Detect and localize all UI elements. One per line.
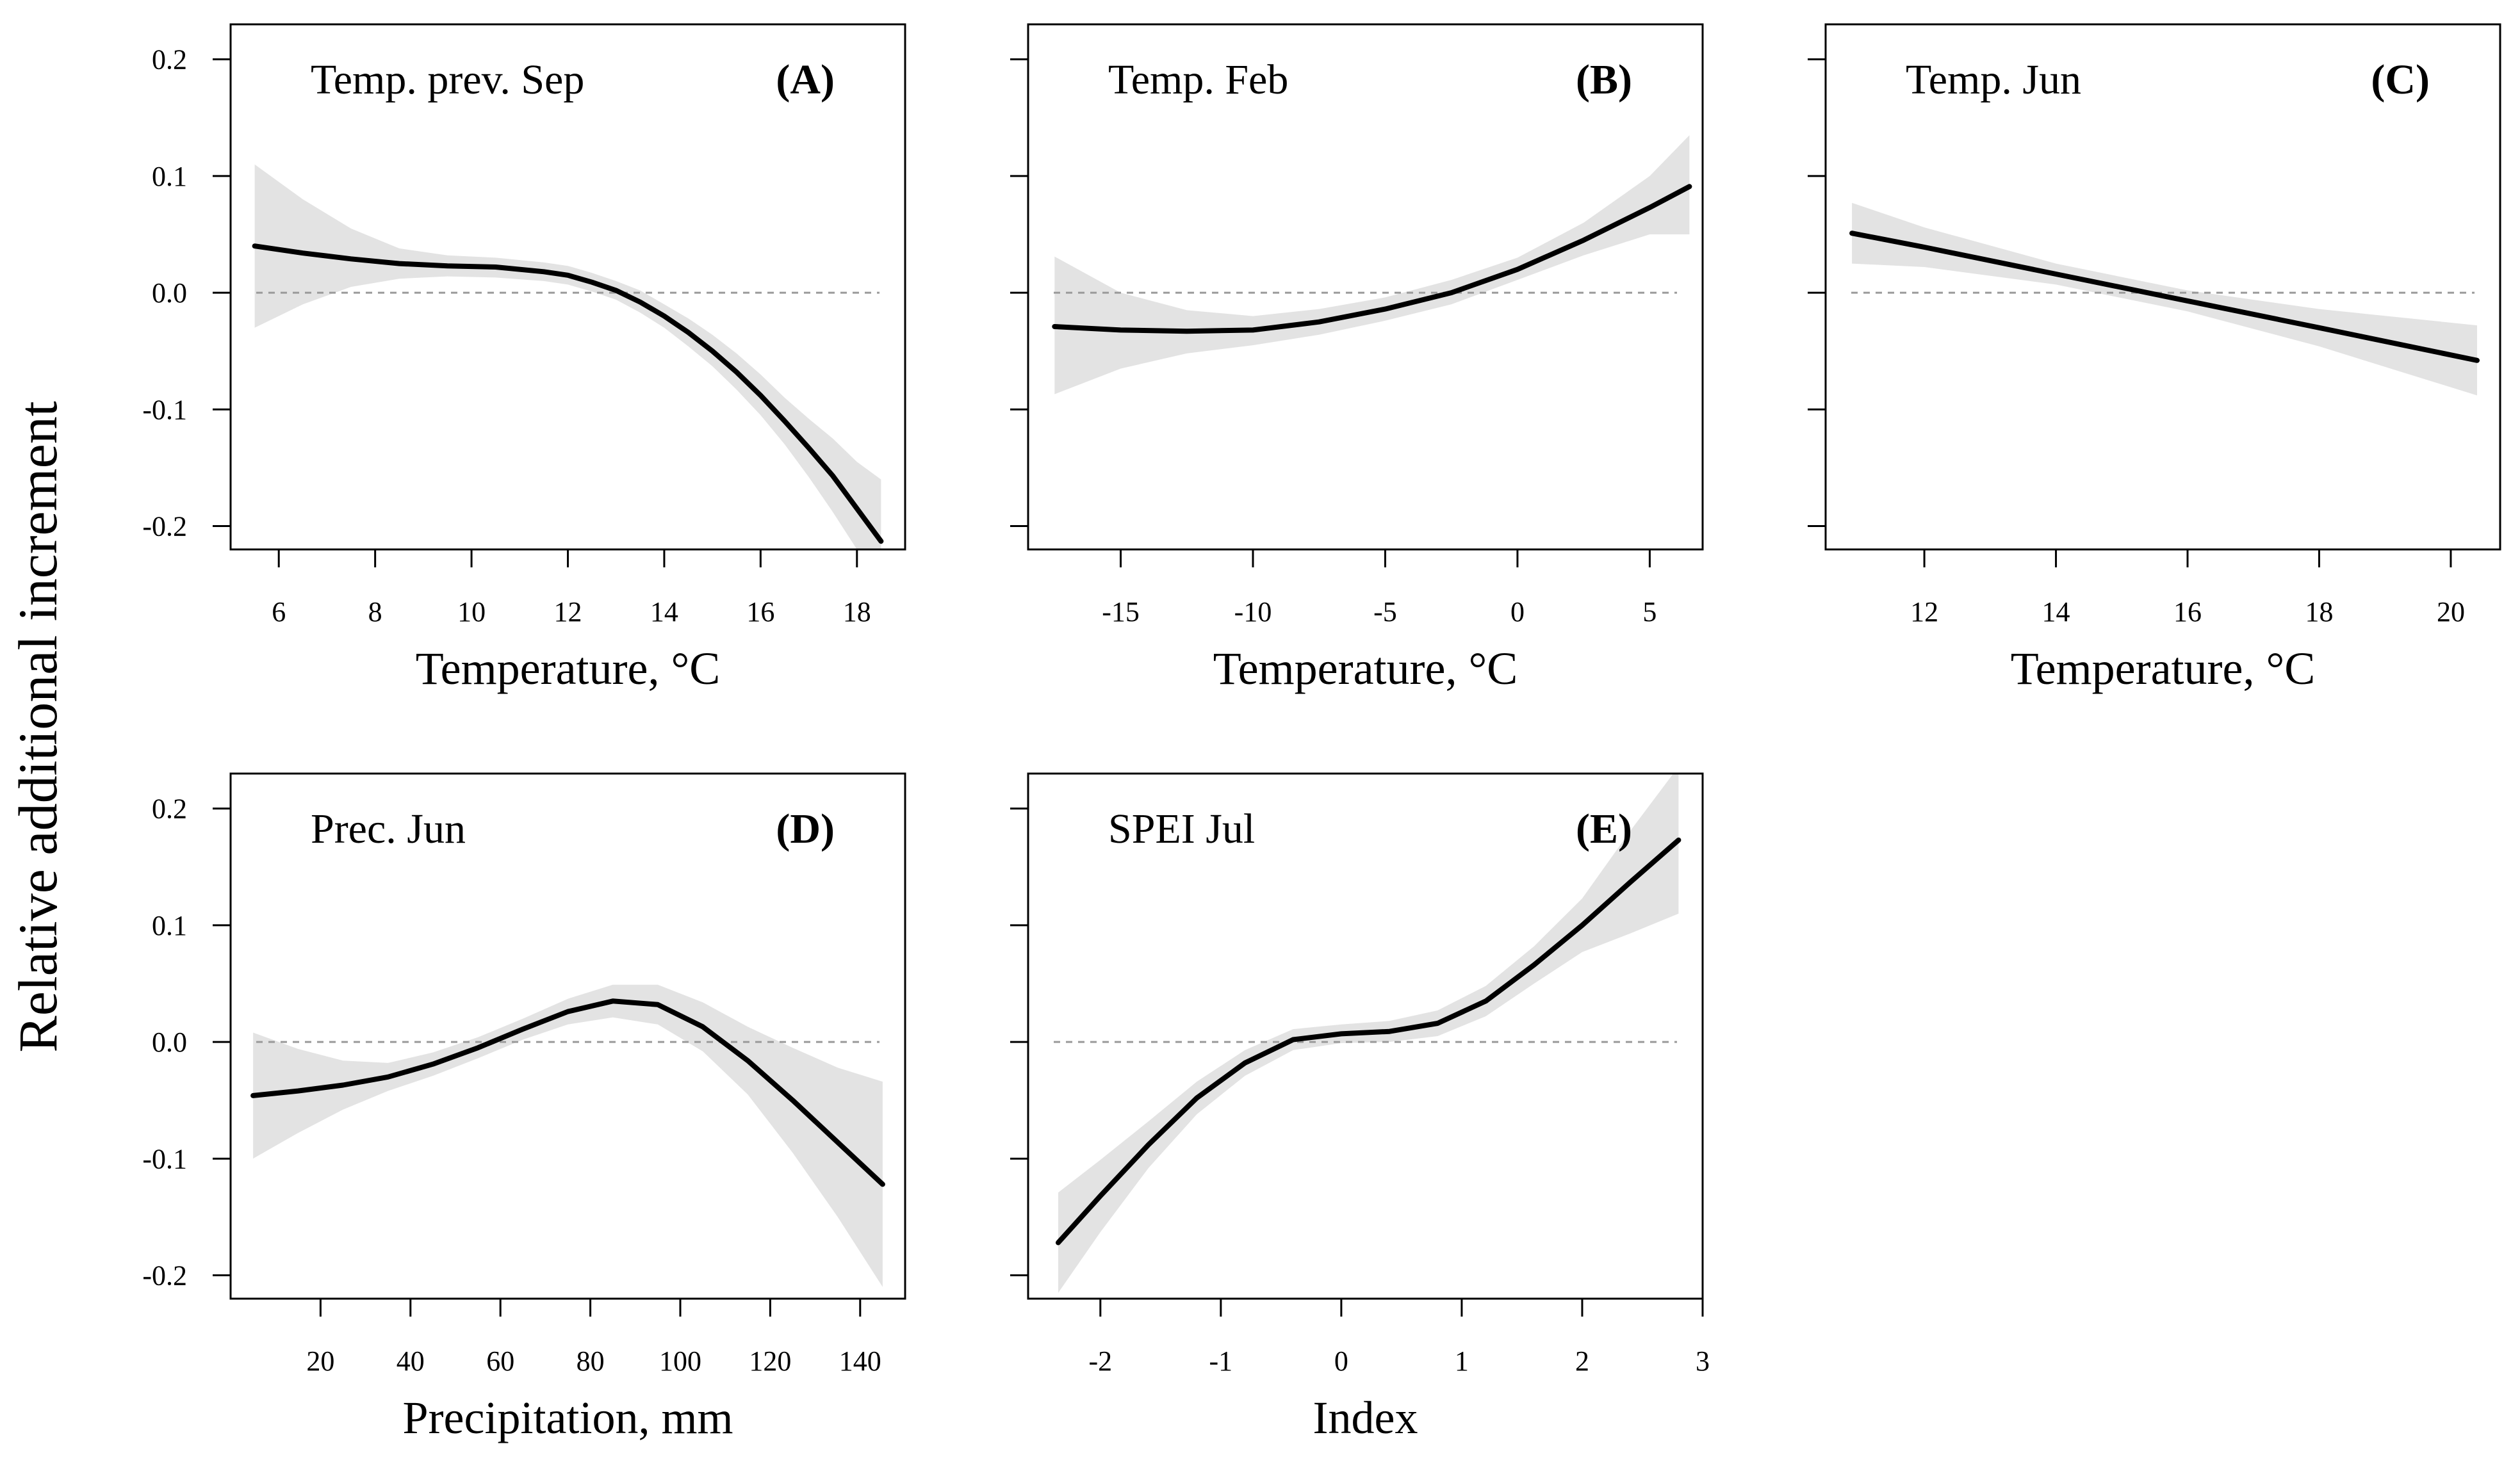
confidence-band [254,164,881,549]
y-tick-label: -0.2 [142,511,187,542]
x-tick-label: 80 [577,1345,605,1377]
fit-line [1849,231,2480,363]
x-tick-label: 18 [843,596,871,628]
panel-a: -0.2 -0.1 0.0 0.1 0.2 6 8 10 12 14 16 18 Temperature… [142,23,906,694]
y-tick-label: 0.0 [152,1027,187,1058]
fit-line [1056,837,1681,1246]
x-tick-label: 120 [749,1345,791,1377]
x-tick-label: -5 [1373,596,1397,628]
x-tick-label: 1 [1455,1345,1469,1377]
x-tick-label: 60 [486,1345,514,1377]
plot-area [1054,774,1681,1293]
y-tick-label: 0.2 [152,44,187,76]
panel-e: -2 -1 0 1 2 3 Index SPEI Jul (E) [1010,772,1710,1443]
panel-title: Temp. Feb [1108,56,1288,103]
plot-area [252,164,884,549]
x-tick-label: 40 [397,1345,425,1377]
x-tick-label: 14 [2042,596,2070,628]
panel-title: Temp. prev. Sep [311,56,584,103]
panel-letter: (A) [776,56,835,103]
y-tick-label: -0.1 [142,394,187,425]
x-axis-title: Temperature, °C [1213,643,1518,694]
fit-line [1052,184,1692,334]
panel-title: SPEI Jul [1108,806,1255,852]
y-axis-title: Relative additional increment [7,401,69,1052]
confidence-band [253,984,883,1287]
y-tick-label: 0.1 [152,161,187,192]
x-tick-label: 2 [1575,1345,1589,1377]
x-tick-label: -2 [1088,1345,1112,1377]
x-tick-label: 12 [1910,596,1938,628]
panel-frame [1824,23,2501,551]
panel-frame [1027,772,1704,1300]
x-tick-label: 18 [2305,596,2333,628]
fit-line [252,243,884,544]
plot-area [1849,202,2480,396]
panel-letter: (E) [1576,806,1632,852]
x-tick-label: 14 [650,596,678,628]
x-tick-label: 0 [1510,596,1525,628]
x-tick-label: 6 [272,596,286,628]
x-tick-label: 12 [554,596,582,628]
x-tick-label: 16 [2173,596,2202,628]
x-tick-label: 20 [2437,596,2465,628]
y-tick-label: 0.2 [152,793,187,825]
panel-c: 12 14 16 18 20 Temperature, °C Temp. Jun (C) [1808,23,2501,694]
plot-area [1052,135,1692,394]
plot-area [250,984,885,1287]
x-axis-title: Temperature, °C [2011,643,2316,694]
x-tick-label: 16 [746,596,774,628]
panel-title: Temp. Jun [1906,56,2081,103]
x-tick-label: 5 [1642,596,1657,628]
panel-letter: (C) [2371,56,2430,103]
x-axis-title: Precipitation, mm [403,1392,733,1443]
panel-title: Prec. Jun [311,806,466,852]
x-tick-label: 20 [306,1345,334,1377]
x-tick-label: 3 [1696,1345,1710,1377]
x-tick-label: 0 [1334,1345,1348,1377]
x-tick-label: 100 [659,1345,701,1377]
x-tick-label: -15 [1102,596,1140,628]
panel-letter: (B) [1576,56,1632,103]
x-axis-title: Temperature, °C [416,643,721,694]
panel-d: -0.2 -0.1 0.0 0.1 0.2 20 40 60 80 100 120 140 Precip… [142,772,906,1443]
y-tick-label: 0.1 [152,910,187,941]
y-tick-label: -0.2 [142,1260,187,1292]
confidence-band [1852,202,2477,396]
x-axis-title: Index [1313,1392,1418,1443]
x-tick-label: -10 [1234,596,1272,628]
x-tick-label: 10 [457,596,486,628]
x-tick-label: 8 [368,596,382,628]
y-tick-label: -0.1 [142,1143,187,1174]
y-tick-label: 0.0 [152,277,187,309]
x-tick-label: -1 [1209,1345,1233,1377]
panel-frame [1027,23,1704,551]
panel-frame [229,772,906,1300]
panel-b: -15 -10 -5 0 5 Temperature, °C Temp. Feb (B) [1010,23,1704,694]
fit-line [250,998,885,1187]
confidence-band [1054,135,1690,394]
x-tick-label: 140 [839,1345,881,1377]
panel-letter: (D) [776,806,835,852]
